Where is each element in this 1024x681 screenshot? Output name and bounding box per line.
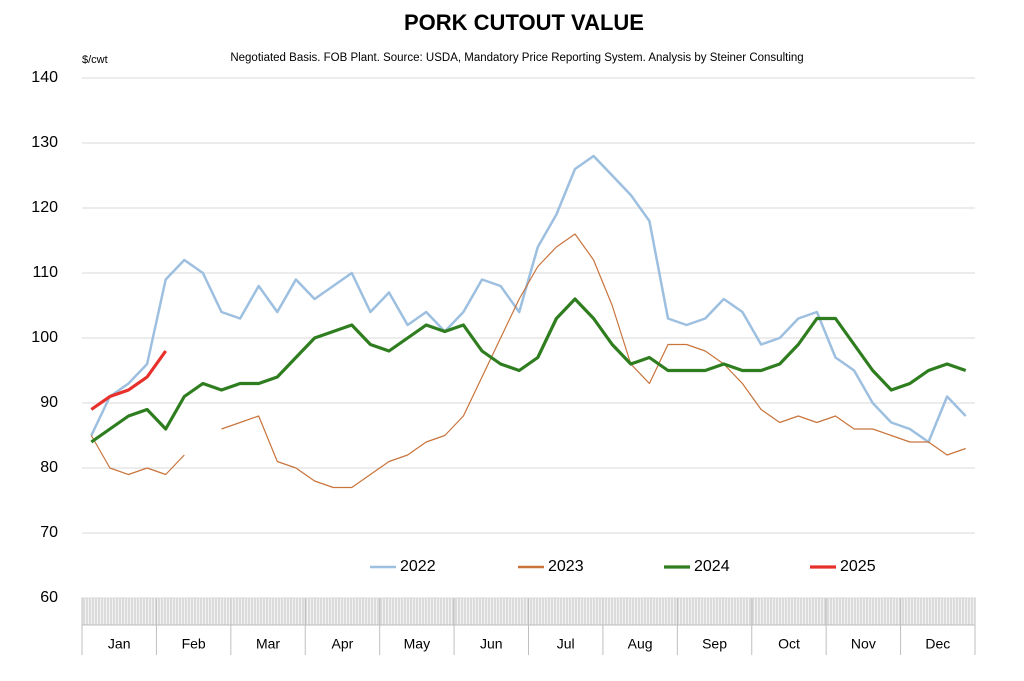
legend-label: 2025 — [840, 558, 876, 575]
y-tick-label: 90 — [40, 394, 58, 411]
y-tick-label: 70 — [40, 524, 58, 541]
series-line — [221, 233, 966, 489]
y-axis-label: $/cwt — [82, 54, 108, 66]
y-tick-label: 100 — [31, 329, 58, 346]
x-tick-label: Dec — [925, 636, 950, 652]
x-tick-label: Nov — [851, 636, 876, 652]
y-tick-label: 120 — [31, 199, 58, 216]
legend-label: 2023 — [548, 558, 584, 575]
x-tick-label: Jan — [108, 636, 131, 652]
series-line — [90, 435, 185, 476]
series-line — [90, 350, 168, 411]
y-tick-label: 80 — [40, 459, 58, 476]
legend-label: 2024 — [694, 558, 730, 575]
chart-title: PORK CUTOUT VALUE — [404, 10, 644, 35]
chart-subtitle: Negotiated Basis. FOB Plant. Source: USD… — [230, 52, 803, 64]
x-tick-label: Jul — [557, 636, 575, 652]
x-tick-label: Mar — [256, 636, 280, 652]
x-tick-label: Apr — [332, 636, 354, 652]
series-line — [90, 154, 967, 444]
date-strip — [81, 597, 976, 655]
y-tick-label: 140 — [31, 69, 58, 86]
legend-label: 2022 — [400, 558, 436, 575]
y-tick-label: 60 — [40, 589, 58, 606]
x-tick-label: Aug — [628, 636, 653, 652]
x-tick-label: Oct — [778, 636, 800, 652]
x-tick-label: Jun — [480, 636, 503, 652]
x-tick-label: Sep — [702, 636, 727, 652]
x-tick-label: Feb — [182, 636, 206, 652]
series-line — [90, 297, 967, 444]
x-tick-label: May — [404, 636, 430, 652]
y-tick-label: 110 — [32, 264, 58, 281]
y-tick-label: 130 — [31, 134, 58, 151]
